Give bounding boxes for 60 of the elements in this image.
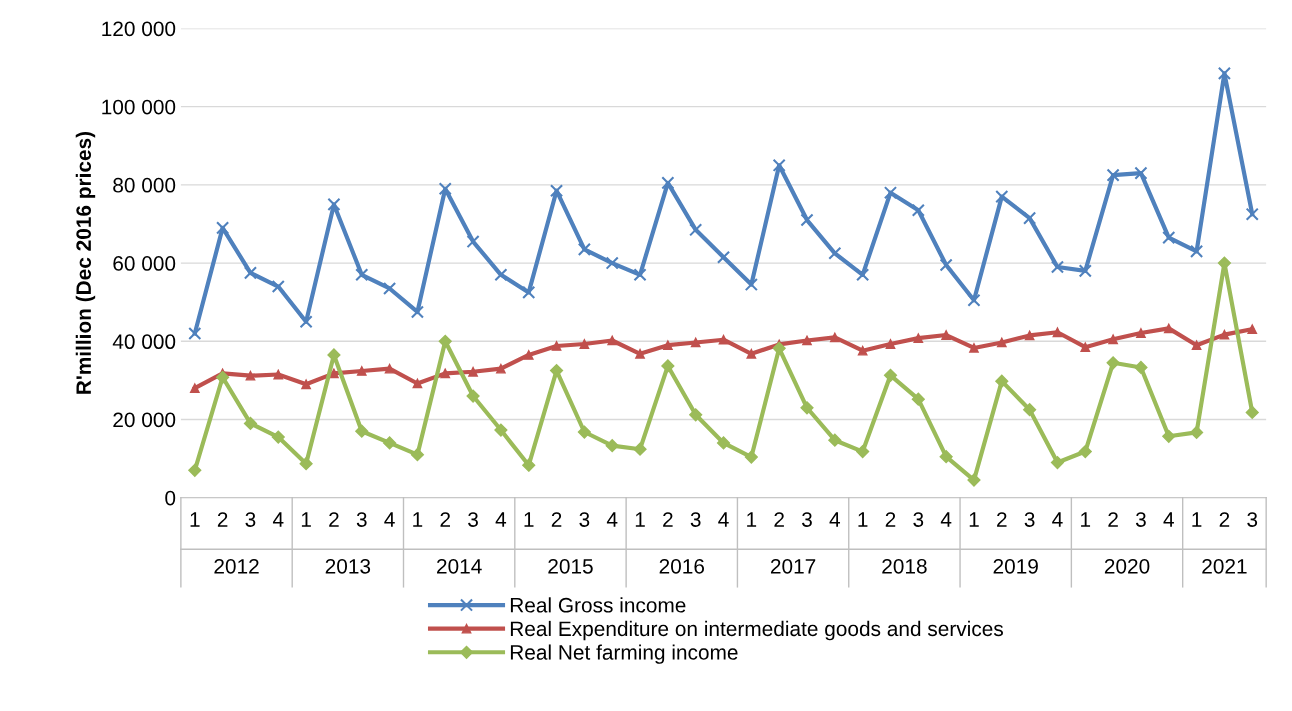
x-tick-label: 4	[940, 512, 952, 527]
x-tick-label: 4	[718, 512, 729, 527]
x-tick-label: 4	[384, 512, 395, 527]
y-tick-label: 0	[165, 490, 176, 506]
legend-label: Real Gross income	[510, 597, 686, 613]
x-tick-label: 3	[690, 512, 701, 527]
legend-label: Real Expenditure on intermediate goods and services	[510, 620, 1003, 641]
y-tick-label: 20 000	[113, 412, 176, 428]
text: 2018	[882, 558, 927, 574]
x-tick-label: 2	[551, 512, 562, 527]
x-tick-label: 1	[413, 512, 423, 527]
y-tick-label: 40 000	[112, 334, 176, 350]
x-tick-label: 2	[885, 512, 896, 527]
y-tick-label: 60 000	[113, 256, 176, 271]
x-tick-label: 2	[440, 512, 450, 527]
x-tick-label: 2	[997, 512, 1007, 527]
x-tick-label: 4	[495, 512, 507, 527]
text: 2019	[993, 558, 1038, 574]
text: 2015	[548, 558, 593, 574]
x-tick-label: 1	[635, 512, 645, 527]
x-tick-label: 3	[579, 512, 590, 527]
x-tick-label: 2	[329, 512, 339, 527]
x-tick-label: 4	[829, 512, 841, 527]
legend-label: Real Net farming income	[510, 644, 738, 664]
x-tick-label: 1	[1192, 512, 1202, 527]
x-tick-label: 3	[245, 512, 256, 527]
x-tick-label: 3	[468, 512, 478, 527]
x-tick-label: 4	[1052, 512, 1063, 527]
y-tick-label: 100 000	[102, 99, 176, 115]
text: 2016	[659, 558, 705, 574]
x-tick-label: 2	[217, 512, 228, 527]
text: 2017	[770, 558, 816, 574]
text: 2014	[437, 558, 482, 574]
x-tick-label: 3	[1135, 512, 1146, 527]
text: 2020	[1104, 558, 1150, 574]
y-axis-title: R'million (Dec 2016 prices)	[75, 131, 96, 394]
x-tick-label: 1	[190, 512, 200, 527]
x-tick-label: 2	[1108, 512, 1118, 527]
x-tick-label: 4	[272, 512, 284, 527]
x-tick-label: 4	[1163, 512, 1174, 527]
x-tick-label: 3	[356, 512, 367, 527]
x-tick-label: 1	[524, 512, 534, 527]
x-tick-label: 3	[802, 512, 812, 527]
x-tick-label: 2	[1219, 512, 1230, 527]
x-tick-label: 1	[1081, 512, 1091, 527]
x-tick-label: 1	[301, 512, 311, 527]
x-tick-label: 4	[606, 512, 618, 527]
text: 2013	[325, 558, 371, 574]
y-tick-label: 120 000	[102, 21, 176, 37]
x-tick-label: 3	[1024, 512, 1035, 527]
text: 2012	[214, 558, 259, 574]
x-tick-label: 1	[747, 512, 757, 527]
x-tick-label: 3	[1247, 512, 1258, 527]
text: 2021	[1202, 558, 1247, 574]
x-tick-label: 1	[969, 512, 979, 527]
x-tick-label: 2	[774, 512, 784, 527]
x-tick-label: 2	[663, 512, 673, 527]
y-tick-label: 80 000	[113, 177, 176, 193]
x-tick-label: 1	[858, 512, 868, 527]
x-tick-label: 3	[913, 512, 924, 527]
